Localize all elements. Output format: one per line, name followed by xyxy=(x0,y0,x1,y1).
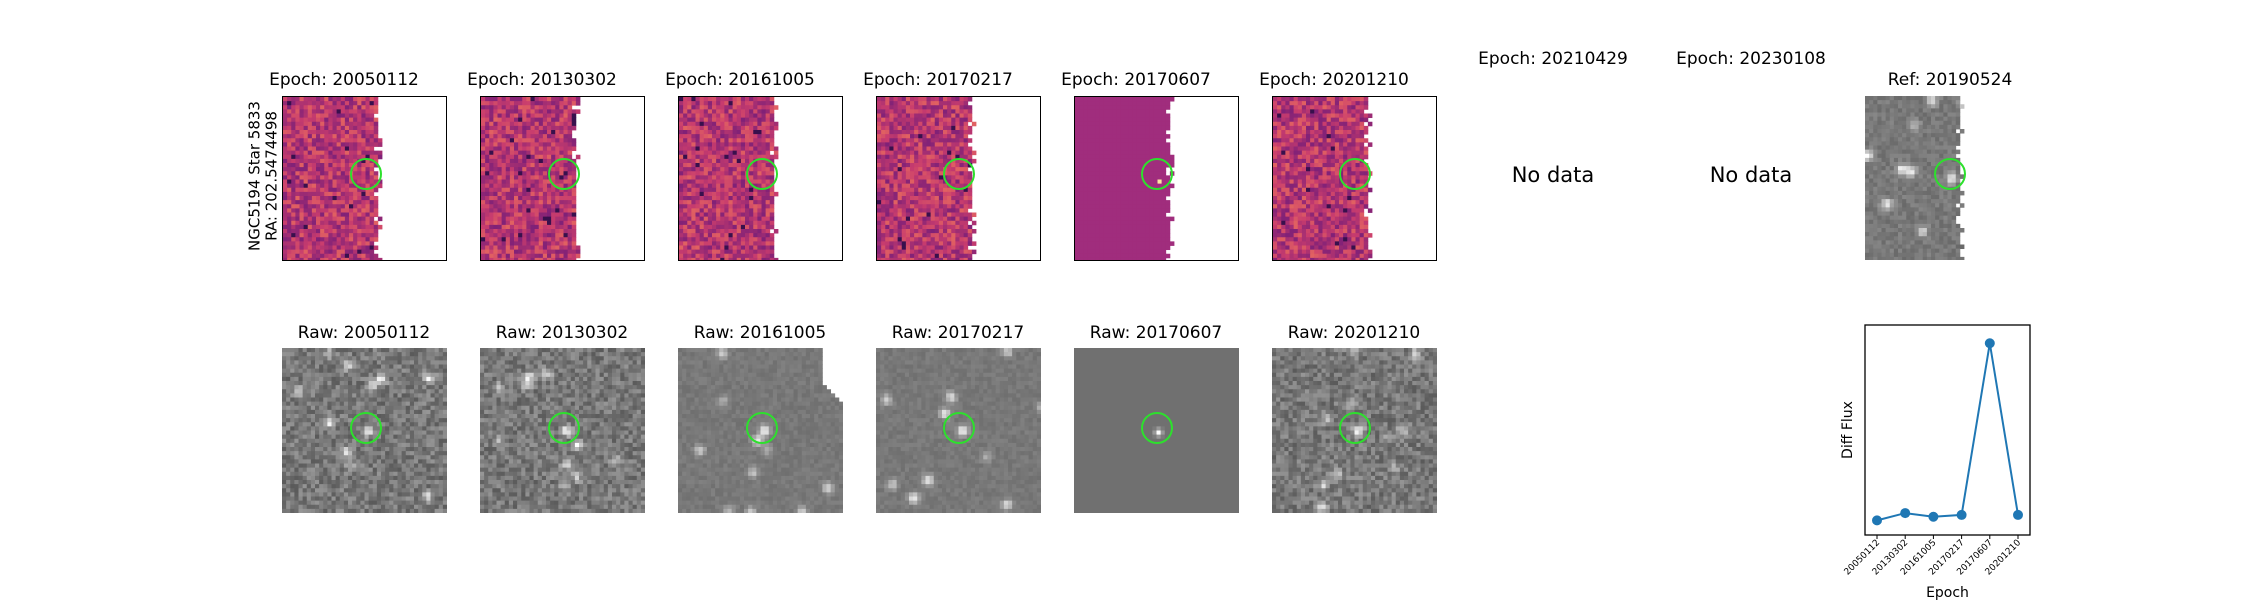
raw-image-3 xyxy=(678,348,843,513)
raw-image-4 xyxy=(876,348,1041,513)
epoch-title-2: Epoch: 20130302 xyxy=(432,70,652,90)
diff-flux-point xyxy=(1872,515,1882,525)
raw-title-4: Raw: 20170217 xyxy=(848,323,1068,343)
epoch-title-4: Epoch: 20170217 xyxy=(828,70,1048,90)
raw-title-5: Raw: 20170607 xyxy=(1046,323,1266,343)
diff-image-5 xyxy=(1074,96,1239,261)
epoch-title-3: Epoch: 20161005 xyxy=(630,70,850,90)
star-ra: RA: 202.5474498 xyxy=(264,56,281,296)
raw-image-2 xyxy=(480,348,645,513)
diff-image-1 xyxy=(282,96,447,261)
raw-title-6: Raw: 20201210 xyxy=(1244,323,1464,343)
diff-image-4 xyxy=(876,96,1041,261)
epoch-title-1: Epoch: 20050112 xyxy=(234,70,454,90)
diff-image-6 xyxy=(1272,96,1437,261)
raw-image-5 xyxy=(1074,348,1239,513)
diff-flux-point xyxy=(1957,510,1967,520)
diff-image-3 xyxy=(678,96,843,261)
diff-flux-chart: 2005011220130302201610052017021720170607… xyxy=(1830,315,2050,605)
epoch-title-6: Epoch: 20201210 xyxy=(1224,70,1444,90)
diff-flux-line xyxy=(1877,343,2018,520)
reference-image xyxy=(1865,96,1965,260)
epoch-title-5: Epoch: 20170607 xyxy=(1026,70,1246,90)
no-data-label-7: No data xyxy=(1443,162,1663,188)
chart-axes-frame xyxy=(1865,325,2030,535)
x-axis-label: Epoch xyxy=(1926,585,1969,601)
star-name: NGC5194 Star 5833 xyxy=(247,56,264,296)
epoch-title-7: Epoch: 20210429 xyxy=(1443,49,1663,69)
diff-flux-point xyxy=(1928,512,1938,522)
ref-title: Ref: 20190524 xyxy=(1840,70,2060,90)
raw-title-2: Raw: 20130302 xyxy=(452,323,672,343)
raw-image-6 xyxy=(1272,348,1437,513)
raw-title-3: Raw: 20161005 xyxy=(650,323,870,343)
epoch-title-8: Epoch: 20230108 xyxy=(1641,49,1861,69)
diff-flux-point xyxy=(1900,508,1910,518)
y-axis-label: Diff Flux xyxy=(1840,401,1856,459)
diff-flux-point xyxy=(1985,338,1995,348)
diff-image-2 xyxy=(480,96,645,261)
raw-title-1: Raw: 20050112 xyxy=(254,323,474,343)
diff-flux-point xyxy=(2013,510,2023,520)
no-data-label-8: No data xyxy=(1641,162,1861,188)
raw-image-1 xyxy=(282,348,447,513)
